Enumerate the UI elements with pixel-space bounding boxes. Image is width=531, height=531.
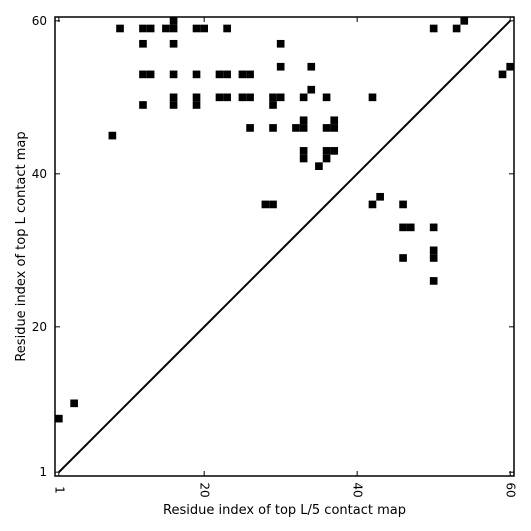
contact-cell-lower — [429, 277, 438, 285]
contact-cell-upper — [276, 93, 285, 102]
contact-cell-upper — [429, 24, 438, 33]
contact-cell-upper — [276, 62, 285, 71]
contact-cells — [55, 17, 514, 423]
contact-cell-lower — [406, 223, 415, 232]
contact-cell-upper — [299, 116, 308, 125]
contact-cell-upper — [162, 24, 170, 33]
contact-cell-upper — [307, 62, 316, 71]
contact-cell-upper — [116, 24, 124, 33]
x-tick-label: 1 — [52, 486, 66, 494]
contact-cell-upper — [192, 70, 201, 79]
contact-cell-upper — [223, 93, 231, 102]
contact-cell-upper — [215, 93, 224, 102]
diagonal-line — [58, 20, 511, 473]
contact-cell-upper — [460, 17, 469, 25]
contact-cell-upper — [108, 131, 117, 140]
contact-cell-upper — [238, 70, 247, 79]
contact-cell-upper — [315, 162, 323, 170]
contact-cell-upper — [269, 93, 277, 102]
contact-cell-upper — [269, 124, 277, 132]
contact-cell-lower — [429, 223, 438, 232]
contact-cell-upper — [246, 93, 254, 102]
contact-cell-lower — [399, 254, 407, 262]
y-tick-label: 1 — [39, 465, 47, 479]
contact-cell-upper — [330, 147, 339, 155]
contact-cell-upper — [330, 116, 339, 125]
contact-cell-upper — [506, 62, 514, 71]
y-axis-ticks: 1 20 40 60 — [32, 14, 514, 479]
contact-cell-upper — [498, 70, 507, 79]
contact-cell-upper — [269, 101, 277, 109]
y-tick-label: 60 — [32, 14, 47, 28]
y-axis-label: Residue index of top L contact map — [14, 131, 29, 361]
contact-cell-upper — [139, 101, 147, 109]
plot-frame — [54, 16, 515, 477]
contact-cell-upper — [169, 39, 178, 48]
contact-cell-upper — [200, 24, 208, 33]
contact-cell-lower — [376, 192, 384, 201]
contact-cell-upper — [307, 85, 316, 94]
contact-cell-upper — [292, 124, 300, 132]
contact-cell-upper — [322, 124, 331, 132]
contact-cell-upper — [169, 93, 178, 102]
contact-cell-upper — [215, 70, 224, 79]
contact-cell-upper — [299, 154, 308, 163]
contact-cell-lower — [261, 200, 270, 209]
contact-cell-upper — [146, 70, 155, 79]
x-axis-label: Residue index of top L/5 contact map — [163, 503, 406, 518]
contact-cell-upper — [246, 70, 254, 79]
contact-cell-lower — [399, 223, 407, 232]
contact-cell-lower — [429, 254, 438, 262]
contact-cell-upper — [330, 124, 339, 132]
contact-cell-upper — [238, 93, 247, 102]
contact-cell-upper — [322, 154, 331, 163]
x-tick-label: 20 — [198, 482, 212, 497]
contact-cell-upper — [146, 24, 155, 33]
contact-cell-upper — [139, 39, 147, 48]
contact-cell-upper — [139, 70, 147, 79]
contact-cell-lower — [429, 246, 438, 255]
contact-cell-upper — [139, 24, 147, 33]
x-axis-ticks: 1 20 40 60 — [52, 17, 518, 498]
x-tick-label: 60 — [504, 482, 518, 497]
x-tick-label: 40 — [351, 482, 365, 497]
contact-cell-upper — [192, 101, 201, 109]
contact-cell-lower — [70, 399, 78, 408]
contact-cell-upper — [169, 17, 178, 25]
contact-cell-upper — [246, 124, 254, 132]
contact-cell-upper — [192, 93, 201, 102]
contact-cell-upper — [322, 93, 331, 102]
contact-cell-upper — [299, 147, 308, 155]
contact-cell-upper — [169, 101, 178, 109]
contact-cell-upper — [192, 24, 201, 33]
contact-cell-lower — [269, 200, 277, 209]
contact-cell-upper — [452, 24, 461, 33]
y-tick-label: 40 — [32, 167, 47, 181]
contact-cell-lower — [399, 200, 407, 209]
contact-cell-upper — [223, 70, 231, 79]
contact-cell-upper — [322, 147, 331, 155]
contact-cell-upper — [169, 24, 178, 33]
contact-cell-lower — [55, 414, 63, 423]
y-tick-label: 20 — [32, 320, 47, 334]
contact-cell-lower — [368, 200, 377, 209]
contact-cell-upper — [299, 93, 308, 102]
contact-cell-upper — [299, 124, 308, 132]
contact-cell-upper — [223, 24, 231, 33]
contact-cell-upper — [169, 70, 178, 79]
contact-cell-upper — [368, 93, 377, 102]
contact-cell-upper — [276, 39, 285, 48]
